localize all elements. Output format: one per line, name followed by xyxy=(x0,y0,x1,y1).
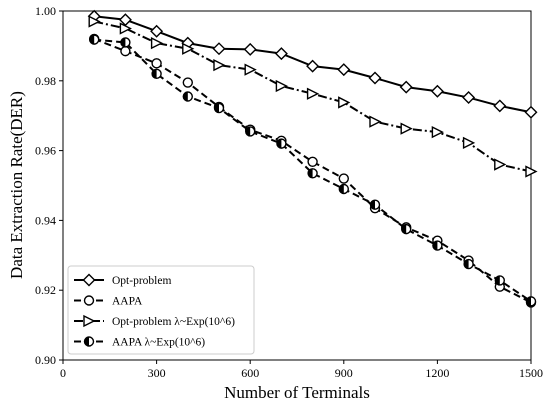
series-3 xyxy=(88,15,538,178)
x-axis-label: Number of Terminals xyxy=(224,383,370,402)
x-tick-label: 300 xyxy=(148,366,166,380)
data-point xyxy=(306,59,320,73)
y-tick-label: 0.96 xyxy=(35,144,56,158)
data-point xyxy=(462,136,476,150)
x-tick-label: 900 xyxy=(335,366,353,380)
axis-ticks: 0 300 600 900 1200 1500 0.90 0.92 0.94 0.96 0.98 1.… xyxy=(35,4,543,380)
data-point xyxy=(182,77,194,88)
series-line xyxy=(93,20,532,173)
data-point xyxy=(182,42,195,55)
data-point xyxy=(120,45,131,57)
data-point xyxy=(213,58,226,72)
legend-entry: Opt-problem λ~Exp(10^6) xyxy=(74,314,235,328)
data-point xyxy=(369,115,382,128)
data-point xyxy=(182,91,194,102)
legend-label: Opt-problem xyxy=(112,275,171,287)
y-axis-label: Data Extraction Rate(DER) xyxy=(7,91,26,279)
data-point xyxy=(525,296,537,307)
data-point xyxy=(494,158,507,171)
series-4 xyxy=(88,34,537,307)
x-tick-label: 600 xyxy=(241,366,259,380)
data-point xyxy=(244,126,256,137)
data-point xyxy=(244,63,257,76)
data-point xyxy=(462,91,476,105)
legend-entry: AAPA λ~Exp(10^6) xyxy=(74,336,205,349)
data-point xyxy=(88,15,101,28)
data-point xyxy=(525,165,538,178)
data-point xyxy=(119,22,132,35)
legend-marker xyxy=(82,273,96,287)
x-tick-label: 0 xyxy=(60,366,66,380)
data-point xyxy=(337,63,351,77)
data-point xyxy=(401,223,412,235)
series-line xyxy=(93,37,532,304)
data-point xyxy=(399,80,413,94)
y-tick-label: 0.92 xyxy=(35,283,56,297)
data-point xyxy=(151,58,162,69)
plot-frame xyxy=(62,10,532,361)
legend-marker xyxy=(83,336,95,347)
data-point xyxy=(338,183,349,195)
data-point xyxy=(430,84,444,98)
data-point xyxy=(400,122,413,135)
legend-label: AAPA λ~Exp(10^6) xyxy=(112,337,205,349)
y-tick-label: 1.00 xyxy=(35,4,56,18)
series-line xyxy=(94,38,532,303)
data-point xyxy=(338,173,349,184)
legend-label: AAPA xyxy=(112,296,143,308)
data-point xyxy=(307,168,318,179)
data-point xyxy=(275,79,288,93)
data-point xyxy=(274,47,288,61)
data-point xyxy=(150,24,164,38)
legend-entry: Opt-problem xyxy=(74,273,171,287)
data-point xyxy=(463,258,474,270)
y-tick-label: 0.98 xyxy=(35,74,56,88)
data-point xyxy=(524,105,538,119)
data-point xyxy=(212,42,226,56)
legend-box xyxy=(67,265,255,355)
data-point xyxy=(369,199,381,210)
data-point xyxy=(120,37,131,48)
data-point xyxy=(306,87,320,100)
data-point xyxy=(276,138,287,149)
data-point xyxy=(151,68,162,80)
data-point xyxy=(243,42,257,56)
legend-marker xyxy=(83,295,95,306)
data-point xyxy=(307,156,318,167)
data-point xyxy=(213,102,225,114)
legend-entry: AAPA xyxy=(74,295,143,308)
data-point xyxy=(368,71,382,85)
y-tick-label: 0.90 xyxy=(35,353,56,367)
legend-marker xyxy=(83,314,96,328)
legend-label: Opt-problem λ~Exp(10^6) xyxy=(112,316,235,328)
data-point xyxy=(338,96,351,109)
data-point xyxy=(494,275,505,286)
x-tick-label: 1200 xyxy=(425,366,449,380)
data-point xyxy=(431,125,444,139)
y-tick-label: 0.94 xyxy=(35,213,56,227)
legend: Opt-problem AAPA Opt-problem λ~Exp(10^6) AA… xyxy=(67,265,255,355)
data-point xyxy=(150,36,164,50)
data-point xyxy=(493,99,507,113)
x-tick-label: 1500 xyxy=(519,366,543,380)
series-layer xyxy=(87,9,538,308)
series-1 xyxy=(87,9,538,119)
data-point xyxy=(88,34,100,45)
data-point xyxy=(432,240,443,251)
